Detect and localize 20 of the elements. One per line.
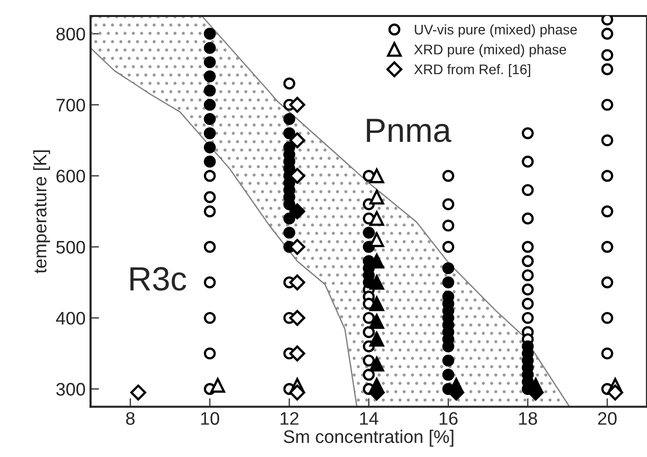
y-tick-label: 300 (56, 382, 86, 396)
legend-label: XRD pure (mixed) phase (414, 44, 566, 58)
x-tick-label: 12 (280, 412, 298, 425)
y-tick-label: 500 (56, 240, 86, 254)
x-tick-label: 8 (126, 412, 135, 425)
y-axis-title: temperature [K] (33, 150, 50, 274)
y-tick-label: 800 (56, 28, 86, 40)
x-tick-label: 20 (598, 412, 617, 425)
annotation: Pnma (366, 118, 452, 142)
y-tick-label: 400 (56, 312, 86, 325)
x-axis-title: Sm concentration [%] (284, 430, 454, 447)
annotation: R3c (130, 267, 186, 291)
y-tick-label: 600 (56, 170, 86, 183)
x-tick-label: 10 (201, 412, 220, 425)
y-tick-label: 700 (56, 98, 86, 112)
x-tick-label: 16 (440, 412, 458, 425)
legend-label: UV-vis pure (mixed) phase (414, 24, 577, 38)
x-tick-label: 18 (519, 412, 538, 425)
x-tick-label: 14 (360, 412, 378, 425)
legend-label: XRD from Ref. [16] (414, 64, 530, 78)
